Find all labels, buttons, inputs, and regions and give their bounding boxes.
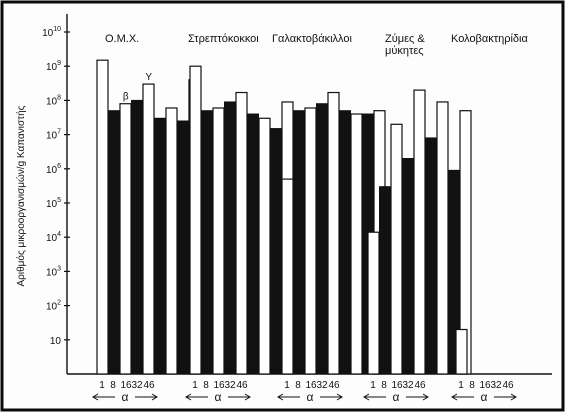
group-title: Στρεπτόκοκκοι — [188, 33, 259, 45]
x-tick-label: 8 — [381, 380, 387, 391]
y-tick-label: 102 — [46, 300, 61, 313]
y-tick-label: 10 — [50, 336, 62, 347]
range-label: α — [307, 390, 314, 404]
x-tick-label: 1 — [99, 380, 105, 391]
y-axis-title: Αριθμός μικροοργανισμών/g Καπανιστής — [15, 105, 27, 286]
bar-group: Κολοβακτηρίδια 1 8 16 32 46 α — [451, 33, 528, 404]
x-tick-label: 46 — [143, 380, 155, 391]
bar — [316, 103, 328, 375]
x-tick-label: 1 — [458, 380, 464, 391]
bar-annotation: β — [123, 92, 129, 103]
x-tick-label: 46 — [502, 380, 514, 391]
y-tick-label: 106 — [46, 163, 61, 176]
range-label: α — [122, 390, 129, 404]
range-label: α — [481, 390, 488, 404]
y-tick-label: 103 — [46, 265, 61, 278]
range-label: α — [215, 390, 222, 404]
bar — [281, 178, 294, 375]
x-tick-label: 1 — [284, 380, 290, 391]
bar — [390, 123, 403, 375]
x-tick-label: 46 — [236, 380, 248, 391]
x-tick-label: 8 — [469, 380, 475, 391]
group-title: Κολοβακτηρίδια — [451, 33, 528, 45]
bar — [367, 231, 380, 375]
bar — [201, 110, 213, 375]
bar — [247, 113, 259, 375]
range-arrow-right — [135, 393, 158, 401]
range-arrow-left — [451, 393, 474, 401]
bar — [350, 113, 363, 375]
bar — [235, 91, 248, 375]
x-tick-label: 16 — [391, 380, 403, 391]
bar — [413, 89, 426, 375]
bar — [425, 137, 437, 375]
bar — [131, 99, 143, 375]
group-title: Ο.Μ.Χ. — [105, 33, 139, 45]
y-tick-label: 108 — [46, 94, 61, 107]
y-tick-label: 105 — [46, 197, 61, 210]
y-tick-label: 104 — [46, 231, 61, 244]
x-tick-label: 16 — [213, 380, 225, 391]
bar — [96, 59, 109, 375]
x-tick-label: 46 — [414, 380, 426, 391]
y-tick-label: 109 — [46, 60, 61, 73]
x-tick-label: 8 — [295, 380, 301, 391]
x-tick-label: 32 — [402, 380, 414, 391]
bar — [258, 117, 271, 375]
range-arrow-right — [406, 393, 429, 401]
bar — [455, 328, 468, 375]
range-arrow-left — [92, 393, 115, 401]
x-tick-label: 16 — [305, 380, 317, 391]
bar — [142, 83, 155, 375]
bar — [189, 65, 202, 375]
x-tick-label: 8 — [203, 380, 209, 391]
y-ticks: 10 102 103 104 105 106 107 108 109 1010 — [42, 26, 70, 347]
x-tick-label: 32 — [490, 380, 502, 391]
bar — [177, 120, 189, 375]
x-tick-label: 32 — [224, 380, 236, 391]
x-tick-label: 8 — [110, 380, 116, 391]
bar — [165, 107, 178, 375]
bar — [154, 117, 166, 375]
bar — [339, 110, 351, 375]
range-arrow-left — [185, 393, 208, 401]
bar — [327, 91, 340, 375]
x-tick-label: 46 — [328, 380, 340, 391]
range-arrow-right — [320, 393, 343, 401]
group-title: Ζύμες & μύκητες — [385, 33, 425, 57]
x-tick-label: 32 — [316, 380, 328, 391]
bar — [108, 110, 120, 375]
group-title: Γαλακτοβάκιλλοι — [272, 33, 352, 45]
bar — [304, 107, 317, 375]
bar — [402, 158, 414, 375]
range-arrow-left — [277, 393, 300, 401]
x-tick-label: 1 — [192, 380, 198, 391]
x-tick-label: 16 — [479, 380, 491, 391]
bar — [379, 186, 391, 375]
y-tick-label: 107 — [46, 129, 61, 142]
range-arrow-right — [494, 393, 517, 401]
x-tick-label: 1 — [370, 380, 376, 391]
range-arrow-left — [363, 393, 386, 401]
bar — [436, 101, 449, 375]
bar — [212, 107, 225, 375]
x-tick-label: 32 — [131, 380, 143, 391]
bar — [224, 101, 236, 375]
bar — [293, 110, 305, 375]
y-tick-label: 1010 — [42, 26, 61, 39]
range-label: α — [393, 390, 400, 404]
x-tick-label: 16 — [120, 380, 132, 391]
bar-annotation: Υ — [145, 72, 152, 83]
bar — [119, 103, 132, 375]
range-arrow-right — [228, 393, 251, 401]
bar — [270, 128, 282, 375]
